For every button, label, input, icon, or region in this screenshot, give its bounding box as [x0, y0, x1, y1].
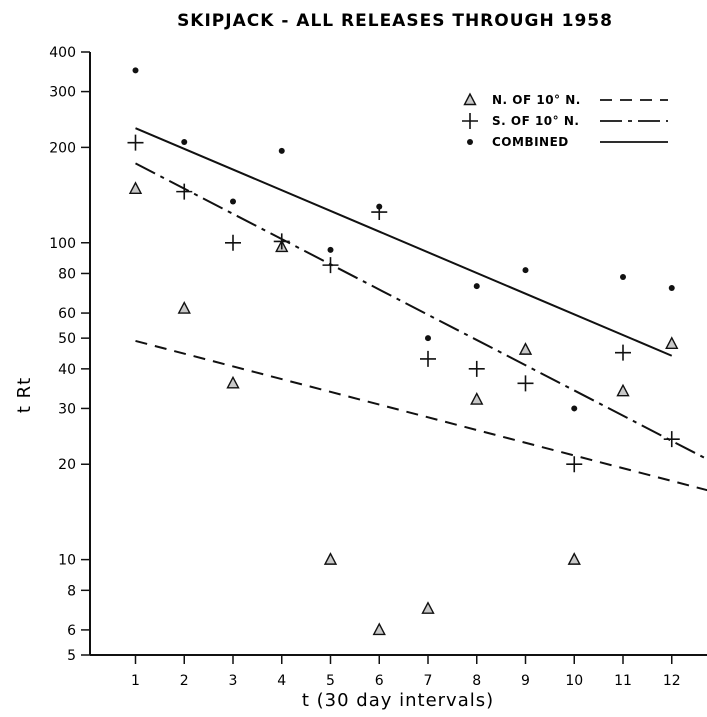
- data-point-series-2: [663, 431, 680, 448]
- data-point-series-2: [615, 344, 631, 361]
- data-point-series-1: [372, 622, 386, 636]
- y-tick-label: 80: [58, 266, 76, 282]
- legend-label-series-1: N. OF 10° N.: [492, 93, 581, 107]
- y-tick-label: 300: [49, 85, 76, 101]
- data-point-series-2: [468, 360, 485, 377]
- data-point-series-1: [616, 383, 630, 397]
- x-tick-label: 4: [277, 673, 286, 689]
- data-point-series-3: [571, 405, 578, 412]
- x-tick-label: 12: [663, 673, 681, 689]
- legend-marker-series-3: [467, 139, 473, 145]
- data-point-series-1: [665, 336, 679, 349]
- fit-lines: [135, 127, 707, 492]
- x-tick-label: 11: [614, 673, 632, 689]
- legend: N. OF 10° N. S. OF 10° N. COMBINED: [462, 92, 668, 149]
- legend-label-series-3: COMBINED: [492, 135, 569, 149]
- y-tick-label: 100: [49, 236, 76, 252]
- x-tick-label: 10: [565, 673, 583, 689]
- data-point-series-3: [473, 283, 480, 290]
- data-point-series-3: [181, 138, 188, 145]
- data-point-series-2: [273, 233, 290, 250]
- x-tick-label: 8: [472, 673, 481, 689]
- x-tick-label: 2: [180, 673, 189, 689]
- axes: [89, 52, 707, 656]
- data-point-series-1: [567, 552, 581, 565]
- y-tick-label: 8: [67, 583, 76, 599]
- data-point-series-1: [421, 601, 435, 614]
- y-tick-label: 20: [58, 457, 76, 473]
- y-tick-label: 40: [58, 362, 76, 378]
- data-point-series-1: [226, 375, 240, 389]
- legend-marker-series-2: [462, 113, 478, 129]
- data-point-series-2: [566, 456, 583, 473]
- legend-marker-series-1: [463, 92, 477, 106]
- data-point-series-3: [620, 273, 626, 280]
- fit-line-series-3: [135, 127, 673, 357]
- data-point-series-2: [517, 375, 534, 392]
- legend-label-series-2: S. OF 10° N.: [492, 114, 579, 128]
- data-point-series-1: [470, 392, 484, 405]
- x-tick-label: 3: [229, 673, 238, 689]
- data-point-series-3: [376, 203, 383, 210]
- fit-line-series-1: [135, 339, 707, 492]
- data-points: [127, 67, 680, 636]
- y-tick-label: 60: [58, 306, 76, 322]
- data-point-series-3: [425, 335, 431, 342]
- y-axis-label: t Rt: [14, 377, 35, 413]
- fit-line-series-2: [135, 162, 707, 461]
- y-tick-label: 400: [49, 45, 76, 61]
- x-tick-label: 7: [424, 673, 433, 689]
- data-point-series-3: [132, 67, 139, 74]
- chart-title: SKIPJACK - ALL RELEASES THROUGH 1958: [177, 11, 613, 31]
- data-point-series-2: [322, 257, 339, 274]
- x-tick-label: 1: [131, 673, 140, 689]
- data-point-series-2: [420, 350, 436, 367]
- data-point-series-1: [323, 552, 338, 565]
- data-point-series-2: [127, 134, 144, 151]
- x-axis-label: t (30 day intervals): [302, 690, 494, 711]
- x-tick-label: 5: [326, 673, 335, 689]
- x-tick-label: 6: [375, 673, 384, 689]
- y-tick-label: 5: [67, 648, 76, 664]
- data-point-series-1: [128, 181, 143, 195]
- data-point-series-3: [522, 267, 529, 274]
- x-tick-label: 9: [521, 673, 530, 689]
- y-axis-ticks: 5 6 8 10 20 30 40 50 60 80 100 200 300 400: [49, 45, 90, 664]
- data-point-series-1: [177, 301, 191, 314]
- y-tick-label: 50: [58, 331, 76, 347]
- data-point-series-3: [668, 284, 675, 291]
- y-tick-label: 10: [58, 553, 76, 569]
- data-point-series-3: [278, 147, 285, 154]
- data-point-series-2: [225, 234, 241, 251]
- y-tick-label: 30: [58, 401, 76, 417]
- data-point-series-2: [176, 183, 193, 200]
- data-point-series-1: [518, 342, 533, 355]
- y-tick-label: 6: [67, 623, 76, 639]
- data-point-series-3: [327, 246, 334, 253]
- data-point-series-3: [230, 198, 236, 205]
- y-tick-label: 200: [49, 140, 76, 156]
- x-axis-ticks: 1 2 3 4 5 6 7 8 9 10 11 12: [131, 655, 681, 689]
